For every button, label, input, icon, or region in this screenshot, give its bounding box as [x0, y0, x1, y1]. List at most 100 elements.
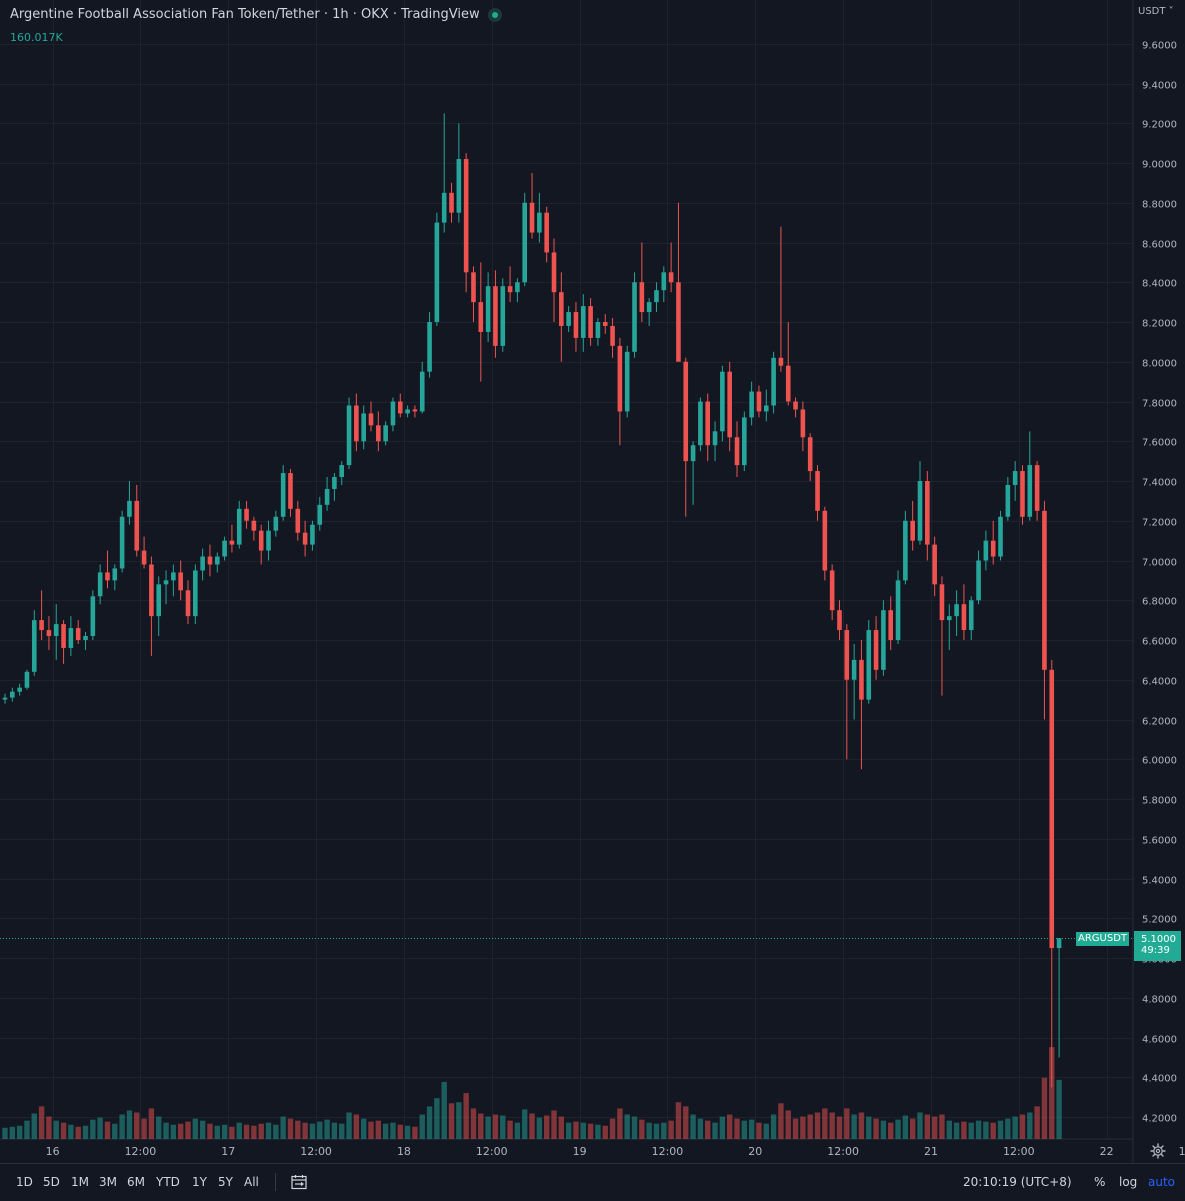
- candle-body: [544, 212, 549, 253]
- candle-body: [515, 282, 520, 293]
- timeframe-5y-button[interactable]: 5Y: [218, 1175, 233, 1189]
- candle-body: [822, 510, 828, 571]
- volume-bar: [280, 1116, 286, 1139]
- time-tick-label: 17: [221, 1145, 235, 1158]
- timeframe-6m-button[interactable]: 6M: [127, 1175, 145, 1189]
- candle-body: [1020, 471, 1025, 517]
- candle-body: [68, 628, 74, 648]
- candle-body: [844, 630, 850, 680]
- volume-bar: [866, 1116, 872, 1139]
- volume-bar: [1056, 1079, 1062, 1139]
- candle-body: [75, 628, 81, 640]
- price-tick-label: 6.4000: [1142, 677, 1177, 688]
- price-tick-label: 7.6000: [1142, 438, 1177, 449]
- auto-scale-toggle[interactable]: auto: [1148, 1175, 1176, 1189]
- volume-bar: [565, 1122, 572, 1139]
- time-tick-label: 12:00: [476, 1145, 508, 1158]
- price-tick-label: 6.8000: [1142, 597, 1177, 608]
- volume-bar: [990, 1122, 996, 1139]
- price-tick-label: 7.2000: [1142, 518, 1177, 529]
- candle-body: [390, 401, 396, 426]
- volume-bar: [529, 1113, 535, 1139]
- candle-body: [214, 556, 220, 565]
- price-tick-label: 7.4000: [1142, 478, 1177, 489]
- volume-bar: [646, 1122, 652, 1139]
- calendar-range-icon[interactable]: [290, 1173, 308, 1191]
- timeframe-all-button[interactable]: All: [244, 1175, 259, 1189]
- candle-body: [361, 413, 366, 442]
- candle-body: [1042, 510, 1047, 670]
- candle-body: [149, 564, 154, 617]
- candle-body: [778, 357, 784, 366]
- volume-bar: [1049, 1047, 1055, 1139]
- volume-bar: [602, 1125, 608, 1139]
- volume-bar: [156, 1116, 162, 1139]
- volume-bar: [690, 1114, 696, 1139]
- volume-bar: [214, 1125, 220, 1139]
- candle-body: [24, 671, 30, 688]
- candle-body: [968, 600, 974, 631]
- time-tick-label: 16: [46, 1145, 60, 1158]
- timeframe-3m-button[interactable]: 3M: [99, 1175, 117, 1189]
- timeframe-ytd-button[interactable]: YTD: [156, 1175, 180, 1189]
- candle-body: [397, 401, 403, 414]
- price-tick-label: 4.2000: [1142, 1114, 1177, 1125]
- volume-bars: [2, 1047, 1062, 1139]
- candle-body: [2, 697, 8, 700]
- volume-bar: [624, 1114, 630, 1139]
- volume-bar: [9, 1126, 16, 1139]
- candle-body: [39, 620, 44, 631]
- volume-bar: [609, 1118, 616, 1139]
- candle-body: [280, 473, 286, 517]
- candle-body: [456, 159, 462, 213]
- candle-body: [983, 540, 989, 561]
- volume-bar: [265, 1122, 272, 1139]
- timeframe-1d-button[interactable]: 1D: [16, 1175, 33, 1189]
- log-scale-toggle[interactable]: log: [1119, 1175, 1138, 1189]
- candle-body: [1005, 484, 1011, 517]
- volume-bar: [653, 1123, 660, 1139]
- time-tick-label: 12:00: [652, 1145, 684, 1158]
- candle-body: [720, 371, 725, 432]
- candle-body: [749, 391, 754, 418]
- volume-bar: [273, 1124, 279, 1139]
- timeframe-1y-button[interactable]: 1Y: [192, 1175, 207, 1189]
- volume-bar: [668, 1120, 674, 1139]
- volume-bar: [639, 1119, 645, 1139]
- candle-body: [258, 530, 264, 551]
- volume-bar: [543, 1115, 550, 1139]
- volume-bar: [939, 1114, 945, 1139]
- volume-bar: [53, 1120, 59, 1139]
- volume-bar: [587, 1123, 594, 1139]
- candle-body: [580, 306, 586, 338]
- gear-icon[interactable]: [1150, 1143, 1166, 1159]
- time-tick-label: 21: [924, 1145, 938, 1158]
- candle-body: [588, 306, 593, 338]
- currency-selector[interactable]: USDT ˅: [1138, 6, 1174, 17]
- candle-body: [756, 391, 762, 412]
- candle-body: [851, 659, 857, 680]
- candle-body: [668, 272, 674, 283]
- candle-body: [610, 325, 615, 346]
- candle-body: [200, 556, 205, 571]
- volume-bar: [426, 1106, 433, 1139]
- volume-bar: [873, 1118, 879, 1139]
- candle-body: [925, 481, 930, 545]
- clock-timezone[interactable]: 20:10:19 (UTC+8): [963, 1175, 1072, 1189]
- candle-body: [441, 192, 447, 223]
- timeframe-1m-button[interactable]: 1M: [71, 1175, 89, 1189]
- candle-body: [31, 620, 37, 672]
- volume-bar: [719, 1116, 726, 1139]
- price-tick-label: 6.0000: [1142, 756, 1177, 767]
- volume-bar: [522, 1109, 528, 1139]
- volume-bar: [119, 1114, 125, 1139]
- volume-bar: [2, 1127, 8, 1139]
- candle-body: [522, 202, 528, 283]
- candle-body: [412, 409, 418, 412]
- candle-body: [288, 473, 293, 509]
- volume-bar: [199, 1120, 206, 1139]
- timeframe-5d-button[interactable]: 5D: [43, 1175, 60, 1189]
- percent-scale-toggle[interactable]: %: [1094, 1175, 1106, 1189]
- volume-bar: [360, 1118, 367, 1139]
